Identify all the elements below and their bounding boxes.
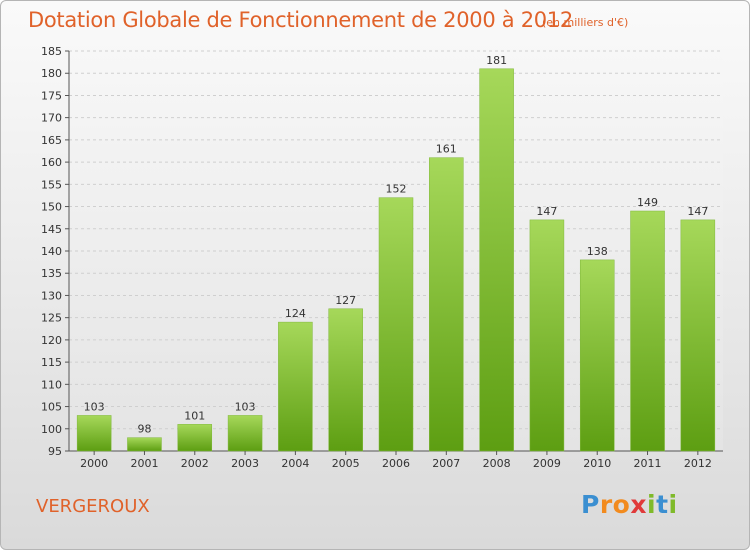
logo-letter: P xyxy=(581,490,600,519)
commune-name: VERGEROUX xyxy=(36,496,150,517)
bar xyxy=(76,415,112,452)
chart-subtitle: (en milliers d'€) xyxy=(542,16,629,29)
logo-letter: x xyxy=(630,490,647,519)
bar xyxy=(227,415,263,452)
x-tick-label: 2000 xyxy=(80,457,108,470)
bar xyxy=(378,197,414,452)
y-tick-label: 145 xyxy=(41,223,62,236)
y-tick-label: 170 xyxy=(41,112,62,125)
bar xyxy=(579,259,615,452)
y-tick-label: 165 xyxy=(41,134,62,147)
x-tick-label: 2007 xyxy=(432,457,460,470)
x-tick-label: 2009 xyxy=(533,457,561,470)
bar-value-label: 138 xyxy=(587,245,608,258)
bar-value-label: 147 xyxy=(536,205,557,218)
bar-value-label: 124 xyxy=(285,307,306,320)
y-tick-label: 130 xyxy=(41,289,62,302)
bar-value-label: 98 xyxy=(137,423,151,436)
bar-value-label: 181 xyxy=(486,54,507,67)
x-tick-label: 2006 xyxy=(382,457,410,470)
x-tick-label: 2010 xyxy=(583,457,611,470)
bar-value-label: 103 xyxy=(84,400,105,413)
y-tick-label: 115 xyxy=(41,356,62,369)
logo-letter: o xyxy=(612,490,631,519)
bar-value-label: 152 xyxy=(386,183,407,196)
y-tick-label: 160 xyxy=(41,156,62,169)
bar-value-label: 149 xyxy=(637,196,658,209)
bar-value-label: 101 xyxy=(184,409,205,422)
bar xyxy=(680,219,716,452)
y-tick-label: 125 xyxy=(41,312,62,325)
y-tick-label: 110 xyxy=(41,378,62,391)
bar xyxy=(177,424,213,452)
x-tick-label: 2008 xyxy=(483,457,511,470)
proxiti-logo: Proxiti xyxy=(581,490,678,519)
logo-letter: i xyxy=(647,490,657,519)
bar xyxy=(529,219,565,452)
bar xyxy=(278,321,313,452)
x-tick-label: 2003 xyxy=(231,457,259,470)
y-tick-label: 120 xyxy=(41,334,62,347)
bar xyxy=(479,68,514,452)
y-tick-label: 100 xyxy=(41,423,62,436)
x-tick-label: 2005 xyxy=(332,457,360,470)
logo-letter: t xyxy=(656,490,669,519)
y-tick-label: 185 xyxy=(41,45,62,58)
bar xyxy=(429,157,464,452)
logo-letter: i xyxy=(668,490,678,519)
y-tick-label: 135 xyxy=(41,267,62,280)
y-tick-label: 95 xyxy=(48,445,62,458)
bar xyxy=(127,437,162,452)
bar xyxy=(328,308,363,452)
x-tick-label: 2012 xyxy=(684,457,712,470)
y-tick-label: 155 xyxy=(41,178,62,191)
bar-value-label: 161 xyxy=(436,143,457,156)
y-tick-label: 175 xyxy=(41,89,62,102)
y-tick-label: 140 xyxy=(41,245,62,258)
y-tick-label: 105 xyxy=(41,401,62,414)
y-tick-label: 180 xyxy=(41,67,62,80)
x-tick-label: 2002 xyxy=(181,457,209,470)
x-tick-label: 2001 xyxy=(130,457,158,470)
x-tick-label: 2011 xyxy=(634,457,662,470)
bar-value-label: 147 xyxy=(687,205,708,218)
x-tick-label: 2004 xyxy=(281,457,309,470)
bar-value-label: 103 xyxy=(235,400,256,413)
bar xyxy=(630,210,665,452)
bar-value-label: 127 xyxy=(335,294,356,307)
chart-title: Dotation Globale de Fonctionnement de 20… xyxy=(28,8,573,32)
logo-letter: r xyxy=(599,490,613,519)
y-tick-label: 150 xyxy=(41,201,62,214)
